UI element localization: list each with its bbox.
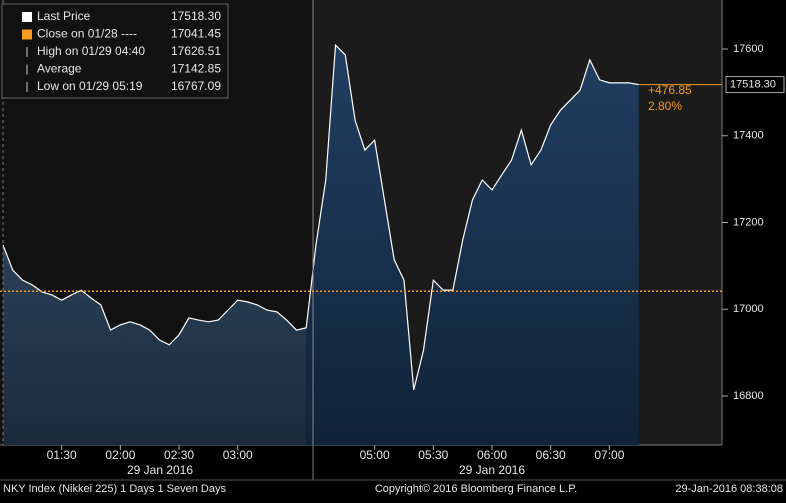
legend-value: 17518.30 — [171, 9, 221, 23]
last-price-box — [725, 76, 785, 94]
x-tick-label: 02:00 — [105, 448, 135, 462]
legend-name: Last Price — [37, 9, 91, 23]
x-tick-label: 07:00 — [594, 448, 624, 462]
legend-swatch — [22, 12, 32, 22]
legend-name: Average — [37, 62, 82, 76]
y-tick-label: 17200 — [733, 216, 764, 228]
footer-center: Copyright© 2016 Bloomberg Finance L.P. — [375, 483, 577, 495]
y-tick-label: 17600 — [733, 43, 764, 55]
x-tick-label: 05:30 — [418, 448, 448, 462]
legend-box — [1, 3, 229, 99]
change-pct: 2.80% — [648, 99, 682, 113]
area-fill — [3, 245, 307, 445]
x-tick-label: 05:00 — [360, 448, 390, 462]
y-tick-label: 17000 — [733, 303, 764, 315]
area-fill — [306, 45, 639, 446]
legend-value: 17041.45 — [171, 27, 221, 41]
legend-name: High on 01/29 04:40 — [37, 44, 145, 58]
date-label: 29 Jan 2016 — [127, 463, 193, 477]
legend-name: Close on 01/28 ---- — [37, 27, 137, 41]
price-line — [2, 43, 639, 391]
legend-swatch — [22, 29, 32, 40]
y-tick-label: 17400 — [733, 130, 764, 142]
last-price-label: 17518.30 — [730, 78, 776, 90]
legend-value: 17626.51 — [171, 44, 221, 58]
x-tick-label: 06:30 — [536, 448, 566, 462]
change: +476.85 — [648, 83, 692, 97]
legend-value: 16767.09 — [171, 79, 221, 93]
footer-left: NKY Index (Nikkei 225) 1 Days 1 Seven Da… — [3, 483, 226, 495]
y-tick-label: 16800 — [733, 390, 764, 402]
x-tick-label: 02:30 — [164, 448, 194, 462]
x-tick-label: 01:30 — [47, 448, 77, 462]
x-tick-label: 06:00 — [477, 448, 507, 462]
footer-right: 29-Jan-2016 08:38:08 — [675, 483, 783, 495]
legend-value: 17142.85 — [171, 62, 221, 76]
date-label: 29 Jan 2016 — [459, 463, 525, 477]
legend-name: Low on 01/29 05:19 — [37, 79, 143, 93]
x-tick-label: 03:00 — [223, 448, 253, 462]
